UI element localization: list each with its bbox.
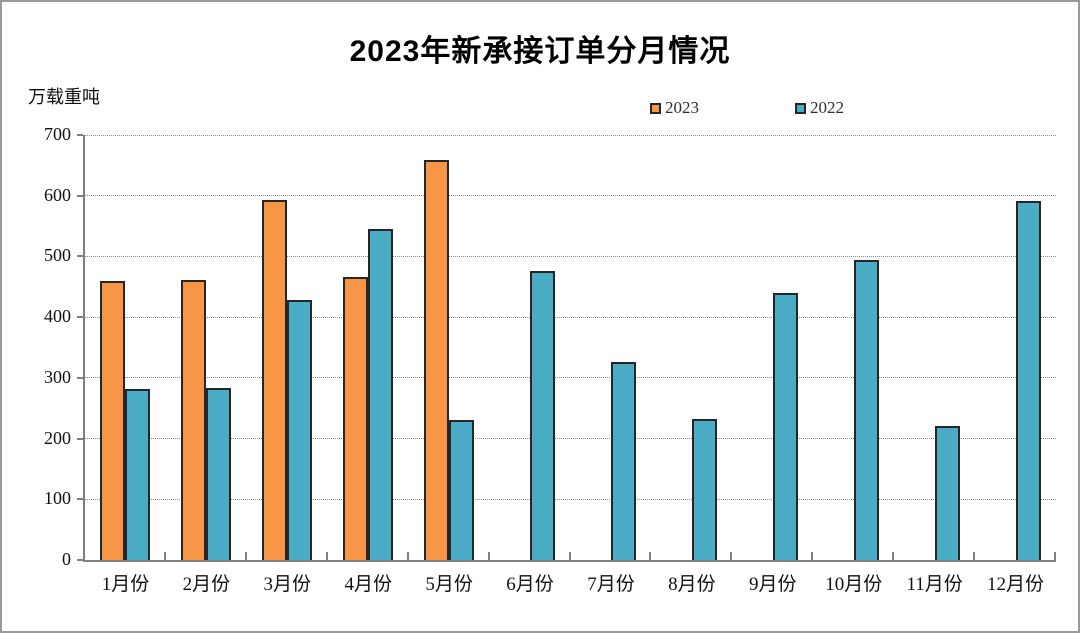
bar-2022-1月份 bbox=[125, 389, 151, 560]
gridline-300 bbox=[85, 377, 1056, 379]
bar-2023-5月份 bbox=[424, 159, 450, 560]
bar-2022-7月份 bbox=[610, 362, 636, 560]
x-category-label-9: 9月份 bbox=[749, 574, 797, 595]
y-axis-tick-700 bbox=[77, 134, 83, 136]
y-axis-tick-200 bbox=[77, 437, 83, 440]
x-axis-tick-3 bbox=[325, 552, 328, 560]
x-category-label-7: 7月份 bbox=[587, 574, 635, 595]
y-axis-tick-0 bbox=[77, 559, 83, 561]
legend-item-2022: 2022 bbox=[795, 98, 844, 118]
bar-2022-10月份 bbox=[853, 260, 879, 560]
legend-item-2023: 2023 bbox=[650, 98, 699, 118]
bar-2022-9月份 bbox=[772, 292, 798, 560]
legend-label-2022: 2022 bbox=[810, 98, 844, 117]
x-axis-tick-4 bbox=[406, 552, 409, 560]
gridline-500 bbox=[85, 255, 1056, 257]
y-tick-label-600: 600 bbox=[44, 184, 71, 205]
x-category-label-11: 11月份 bbox=[906, 574, 963, 595]
y-tick-label-0: 0 bbox=[62, 549, 71, 569]
x-category-label-2: 2月份 bbox=[182, 574, 231, 595]
plot-area: 0 100 200 300 400 500 600 700 1月份 2月份 3月份 4月份 5月份 6月份… bbox=[44, 124, 1056, 595]
bar-2022-2月份 bbox=[206, 388, 232, 560]
x-axis-tick-8 bbox=[730, 552, 733, 560]
x-axis-tick-10 bbox=[892, 552, 895, 560]
bar-2023-3月份 bbox=[262, 199, 288, 560]
bar-2022-8月份 bbox=[691, 419, 717, 560]
y-axis-tick-500 bbox=[77, 255, 83, 258]
x-category-label-5: 5月份 bbox=[425, 574, 473, 595]
x-axis-tick-12 bbox=[1054, 552, 1056, 560]
y-axis-tick-600 bbox=[77, 194, 83, 197]
x-axis-tick-11 bbox=[973, 552, 976, 560]
x-category-label-8: 8月份 bbox=[668, 574, 716, 595]
bar-2022-6月份 bbox=[530, 271, 556, 560]
x-category-label-1: 1月份 bbox=[101, 574, 150, 595]
x-category-label-6: 6月份 bbox=[506, 574, 554, 595]
bar-2023-1月份 bbox=[100, 280, 126, 560]
chart-title: 2023年新承接订单分月情况 bbox=[349, 35, 731, 68]
y-axis-tick-300 bbox=[77, 376, 83, 379]
x-category-label-10: 10月份 bbox=[825, 574, 883, 595]
x-category-label-12: 12月份 bbox=[987, 574, 1045, 595]
y-tick-label-200: 200 bbox=[44, 427, 71, 448]
legend-swatch-2023-icon bbox=[650, 102, 661, 114]
y-tick-label-500: 500 bbox=[44, 245, 71, 266]
y-axis-tick-100 bbox=[77, 498, 83, 501]
y-axis-tick-400 bbox=[77, 316, 83, 319]
y-axis-unit-label: 万载重吨 bbox=[28, 87, 100, 107]
gridline-700 bbox=[85, 134, 1056, 136]
gridline-600 bbox=[85, 195, 1056, 197]
bar-2022-11月份 bbox=[934, 426, 960, 560]
x-category-label-4: 4月份 bbox=[344, 574, 392, 595]
bar-2023-4月份 bbox=[343, 277, 369, 560]
legend: 2023 2022 bbox=[650, 98, 844, 118]
x-axis-tick-5 bbox=[487, 552, 490, 560]
x-axis-tick-6 bbox=[568, 552, 571, 560]
bar-2022-4月份 bbox=[368, 228, 394, 560]
y-tick-label-400: 400 bbox=[44, 306, 71, 327]
x-axis-tick-1 bbox=[163, 552, 166, 560]
x-axis-tick-2 bbox=[244, 552, 247, 560]
bar-2023-2月份 bbox=[181, 279, 207, 560]
x-category-label-3: 3月份 bbox=[263, 574, 312, 595]
bar-2022-12月份 bbox=[1015, 201, 1041, 560]
y-tick-label-700: 700 bbox=[44, 124, 71, 144]
legend-swatch-2022-icon bbox=[795, 102, 806, 114]
bar-2022-3月份 bbox=[287, 300, 313, 560]
y-tick-label-100: 100 bbox=[44, 488, 71, 509]
gridline-200 bbox=[85, 438, 1056, 440]
legend-label-2023: 2023 bbox=[665, 98, 699, 117]
gridline-100 bbox=[85, 498, 1056, 500]
x-axis-tick-7 bbox=[649, 552, 652, 560]
bar-2022-5月份 bbox=[449, 419, 475, 560]
x-axis-tick-9 bbox=[811, 552, 814, 560]
gridline-400 bbox=[85, 316, 1056, 318]
y-tick-label-300: 300 bbox=[44, 366, 71, 387]
